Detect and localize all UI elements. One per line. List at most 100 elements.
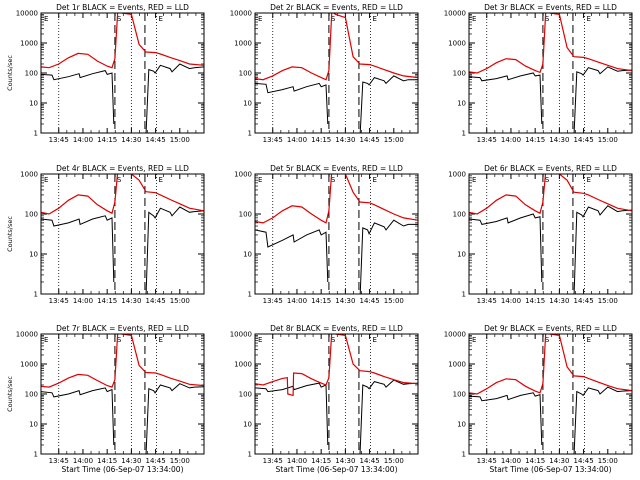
y-tick-label: 1: [462, 130, 466, 138]
interval-marker-label: E: [472, 15, 476, 23]
y-tick-label: 10000: [230, 331, 252, 339]
lld-series-line: [41, 174, 204, 215]
plot-frame: [40, 12, 205, 134]
x-axis-label: Start Time (06-Sep-07 13:34:00): [62, 465, 184, 474]
y-tick-label: 10000: [444, 331, 466, 339]
x-tick-label: 14:45: [573, 297, 593, 305]
panel-title: Det 7r BLACK = Events, RED = LLD: [56, 324, 189, 333]
y-tick-label: 10: [243, 421, 252, 429]
y-tick-label: 1000: [234, 361, 252, 369]
plot-frame: [468, 333, 633, 455]
x-tick-label: 14:15: [311, 136, 331, 144]
y-tick-label: 1000: [448, 171, 466, 179]
x-tick-label: 14:15: [311, 457, 331, 465]
y-axis-label: Counts/sec: [6, 376, 14, 412]
interval-marker-label: E: [373, 176, 377, 184]
interval-marker-label: E: [373, 336, 377, 344]
x-tick-label: 14:45: [145, 457, 165, 465]
x-tick-label: 13:45: [263, 297, 283, 305]
interval-marker-label: S: [117, 336, 122, 344]
interval-marker-label: E: [44, 336, 48, 344]
y-tick-label: 10: [243, 251, 252, 259]
y-tick-label: 1000: [234, 171, 252, 179]
events-series-line: [145, 206, 204, 294]
panel-det-8: Det 8r BLACK = Events, RED = LLD 1 10 100 10…: [230, 324, 419, 474]
x-tick-label: 14:45: [359, 457, 379, 465]
y-tick-label: 10: [457, 100, 466, 108]
x-tick-label: 14:30: [549, 136, 569, 144]
lld-series-line: [41, 13, 204, 69]
x-tick-label: 15:00: [598, 136, 618, 144]
interval-marker-label: E: [587, 336, 591, 344]
x-tick-label: 13:45: [477, 457, 497, 465]
events-series-line: [469, 392, 543, 446]
events-series-line: [145, 63, 204, 133]
x-tick-label: 14:15: [525, 297, 545, 305]
events-series-line: [573, 66, 632, 133]
lld-series-line: [255, 174, 418, 224]
events-series-line: [41, 215, 115, 283]
interval-marker-label: E: [258, 15, 262, 23]
events-series-line: [573, 386, 632, 454]
x-tick-label: 13:45: [49, 297, 69, 305]
interval-marker-label: S: [117, 176, 122, 184]
y-tick-label: 10: [457, 251, 466, 259]
x-tick-label: 14:30: [335, 136, 355, 144]
x-tick-label: 14:30: [335, 297, 355, 305]
panel-det-5: Det 5r BLACK = Events, RED = LLD 1 10 100 10…: [234, 164, 419, 305]
interval-marker-label: E: [373, 15, 377, 23]
x-tick-label: 14:45: [359, 297, 379, 305]
x-tick-label: 14:00: [501, 457, 521, 465]
panel-det-9: Det 9r BLACK = Events, RED = LLD 1 10 100 10…: [444, 324, 633, 474]
y-tick-label: 10: [29, 421, 38, 429]
x-tick-label: 14:15: [311, 297, 331, 305]
x-tick-label: 14:00: [287, 136, 307, 144]
y-tick-label: 1: [462, 291, 466, 299]
events-series-line: [255, 82, 329, 125]
events-series-line: [255, 229, 329, 283]
x-tick-label: 14:15: [525, 457, 545, 465]
x-tick-label: 13:45: [263, 457, 283, 465]
x-tick-label: 14:15: [97, 457, 117, 465]
y-tick-label: 10000: [16, 331, 38, 339]
y-tick-label: 1: [34, 291, 38, 299]
x-tick-label: 15:00: [170, 297, 190, 305]
x-tick-label: 13:45: [477, 297, 497, 305]
x-tick-label: 14:15: [525, 136, 545, 144]
x-tick-label: 13:45: [477, 136, 497, 144]
interval-marker-label: E: [587, 15, 591, 23]
x-tick-label: 15:00: [384, 136, 404, 144]
interval-marker-label: E: [472, 336, 476, 344]
interval-marker-label: S: [331, 15, 336, 23]
panel-det-6: Det 6r BLACK = Events, RED = LLD 1 10 100 10…: [448, 164, 633, 305]
x-tick-label: 14:00: [287, 297, 307, 305]
panel-det-7: Det 7r BLACK = Events, RED = LLD 1 10 100 10…: [6, 324, 205, 474]
y-tick-label: 100: [239, 70, 252, 78]
x-axis-label: Start Time (06-Sep-07 13:34:00): [490, 465, 612, 474]
lld-series-line: [255, 13, 418, 81]
y-tick-label: 100: [453, 70, 466, 78]
panel-det-3: Det 3r BLACK = Events, RED = LLD 1 10 100 10…: [444, 3, 633, 144]
interval-marker-label: E: [472, 176, 476, 184]
x-tick-label: 14:30: [549, 457, 569, 465]
panel-title: Det 4r BLACK = Events, RED = LLD: [56, 164, 189, 173]
x-tick-label: 14:45: [573, 136, 593, 144]
interval-marker-label: S: [545, 176, 550, 184]
lld-series-line: [255, 334, 418, 397]
interval-marker-label: S: [117, 15, 122, 23]
y-tick-label: 10: [29, 251, 38, 259]
y-tick-label: 1000: [448, 361, 466, 369]
x-tick-label: 15:00: [384, 457, 404, 465]
events-series-line: [145, 383, 204, 454]
y-tick-label: 10: [243, 100, 252, 108]
interval-marker-label: E: [159, 176, 163, 184]
x-tick-label: 14:30: [121, 136, 141, 144]
plot-frame: [254, 333, 419, 455]
panel-det-4: Det 4r BLACK = Events, RED = LLD 1 10 100 10…: [6, 164, 205, 305]
y-tick-label: 10000: [230, 10, 252, 18]
interval-marker-label: S: [331, 336, 336, 344]
y-tick-label: 100: [239, 211, 252, 219]
interval-marker-label: E: [587, 176, 591, 184]
x-tick-label: 14:30: [121, 457, 141, 465]
y-tick-label: 1000: [20, 361, 38, 369]
